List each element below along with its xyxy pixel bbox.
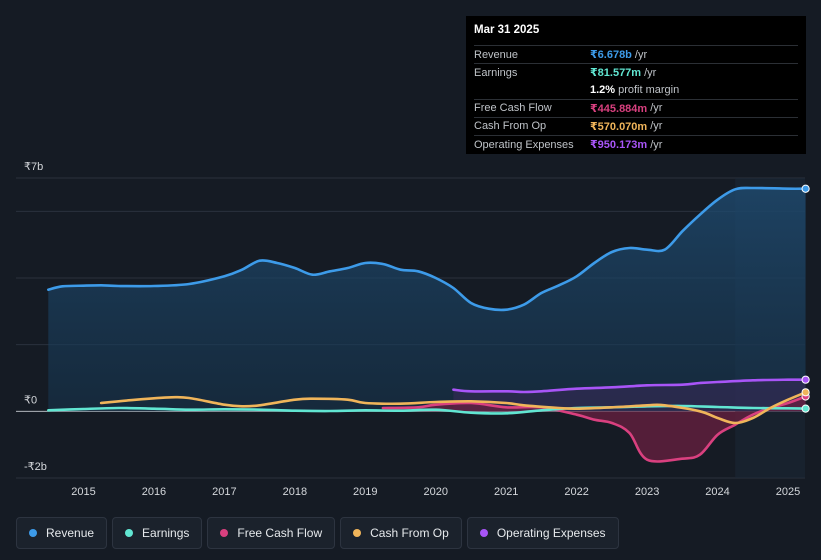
legend-label: Cash From Op (370, 526, 449, 540)
cash-from-op-line (99, 391, 807, 425)
tooltip-row: Free Cash Flow ₹445.884m/yr (474, 98, 798, 117)
tooltip-row: Operating Expenses ₹950.173m/yr (474, 134, 798, 153)
x-tick-label: 2015 (71, 486, 95, 498)
x-tick-label: 2022 (564, 486, 588, 498)
legend-item-cash-from-op[interactable]: Cash From Op (340, 517, 462, 549)
legend-item-operating-expenses[interactable]: Operating Expenses (466, 517, 619, 549)
financial-chart: ₹7b ₹0 -₹2b 2015 2016 2017 2018 2019 2020 2021 202… (16, 161, 810, 498)
tooltip-row-label: Revenue (474, 48, 519, 61)
legend-item-free-cash-flow[interactable]: Free Cash Flow (207, 517, 336, 549)
legend-dot-icon (479, 529, 488, 537)
earnings-endpoint[interactable] (801, 404, 810, 413)
x-tick-label: 2020 (424, 486, 448, 498)
free-cash-flow-line (381, 395, 807, 463)
tooltip-row-unit: /yr (650, 138, 663, 151)
tooltip-row-value: ₹6.678b (590, 49, 632, 62)
legend-label: Free Cash Flow (237, 526, 323, 540)
tooltip-row-value: ₹445.884m (590, 102, 648, 115)
tooltip-row-label: Cash From Op (474, 120, 547, 133)
legend-dot-icon (29, 529, 37, 537)
tooltip-row: Earnings ₹81.577m/yr (474, 63, 798, 81)
x-tick-label: 2018 (283, 486, 307, 498)
operating-expenses-line (452, 378, 807, 394)
x-tick-label: 2025 (776, 486, 800, 498)
legend-dot-icon (125, 529, 134, 537)
earnings-line (47, 404, 807, 415)
cash-from-op-endpoint[interactable] (801, 388, 810, 397)
tooltip-row-unit: /yr (644, 66, 657, 79)
x-tick-label: 2024 (705, 486, 729, 498)
legend-label: Earnings (142, 526, 190, 540)
free-cash-flow-area (382, 396, 806, 462)
legend-item-revenue[interactable]: Revenue (16, 517, 108, 549)
legend-item-earnings[interactable]: Earnings (112, 517, 203, 549)
legend-dot-icon (353, 529, 362, 537)
tooltip-panel: Mar 31 2025 Revenue ₹6.678b/yr Earnings ₹81… (466, 16, 806, 154)
tooltip-row-unit: /yr (650, 120, 663, 133)
operating-expenses-endpoint[interactable] (801, 375, 810, 384)
tooltip-row-value: 1.2% (590, 83, 616, 96)
x-tick-label: 2017 (212, 486, 236, 498)
x-tick-label: 2019 (353, 486, 377, 498)
tooltip-row: Revenue ₹6.678b/yr (474, 45, 798, 63)
tooltip-row-label: Earnings (474, 66, 518, 79)
revenue-endpoint[interactable] (801, 184, 810, 193)
tooltip-row-unit: /yr (650, 102, 663, 115)
x-tick-label: 2021 (494, 486, 518, 498)
tooltip-row: Cash From Op ₹570.070m/yr (474, 116, 798, 135)
tooltip-row-label: Operating Expenses (474, 138, 574, 151)
y-tick-label: ₹0 (24, 394, 37, 406)
tooltip-row-value: ₹81.577m (590, 67, 642, 80)
x-tick-label: 2016 (142, 486, 166, 498)
axis-layer: ₹7b ₹0 -₹2b 2015 2016 2017 2018 2019 2020 2021 202… (24, 161, 800, 498)
tooltip-row-value: ₹570.070m (590, 120, 648, 133)
legend-label: Operating Expenses (496, 526, 606, 540)
revenue-line (47, 186, 807, 312)
legend: Revenue Earnings Free Cash Flow Cash From O… (16, 517, 619, 549)
tooltip-date: Mar 31 2025 (474, 24, 540, 36)
legend-dot-icon (220, 529, 229, 537)
revenue-area (48, 187, 806, 412)
y-tick-label: ₹7b (24, 161, 43, 173)
tooltip-row-value: ₹950.173m (590, 139, 648, 152)
tooltip-row-unit: profit margin (618, 83, 680, 96)
y-tick-label: -₹2b (24, 461, 47, 473)
tooltip-row: 1.2% profit margin (474, 81, 798, 98)
operating-expenses-area (453, 379, 806, 412)
x-tick-label: 2023 (635, 486, 659, 498)
legend-label: Revenue (46, 526, 95, 540)
series-layer (47, 184, 810, 463)
tooltip-row-label: Free Cash Flow (474, 102, 552, 115)
tooltip-row-unit: /yr (634, 48, 648, 61)
